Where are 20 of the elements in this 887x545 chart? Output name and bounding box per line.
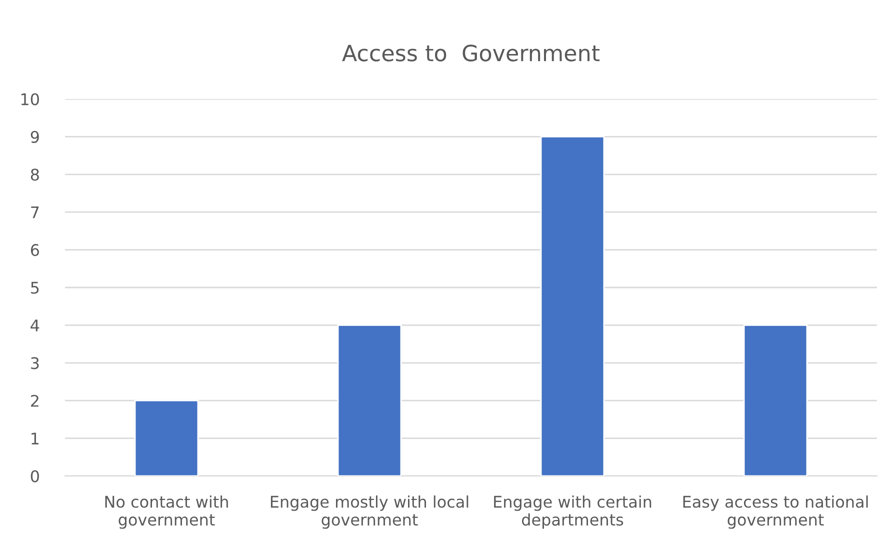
y-tick-label: 6 (30, 244, 39, 256)
y-tick-label: 7 (31, 206, 39, 218)
chart-title: Access to Government (342, 44, 600, 62)
y-tick-label: 8 (30, 168, 39, 181)
bar (743, 324, 808, 476)
y-tick-label: 3 (31, 357, 39, 370)
y-tick-label: 9 (30, 130, 39, 143)
x-tick-label: Engage mostly with local government (270, 495, 468, 529)
y-tick-label: 10 (21, 93, 39, 106)
bar (134, 400, 199, 476)
y-tick-label: 4 (30, 320, 40, 332)
bar (540, 136, 605, 476)
x-tick-label: Engage with certain departments (494, 495, 652, 529)
x-tick-label: Easy access to national government (683, 495, 868, 529)
y-tick-label: 5 (31, 282, 39, 294)
bar (337, 324, 402, 476)
y-tick-label: 2 (31, 394, 38, 407)
x-tick-label: No contact with government (105, 495, 228, 529)
y-tick-label: 0 (30, 470, 39, 482)
y-tick-label: 1 (32, 432, 39, 444)
